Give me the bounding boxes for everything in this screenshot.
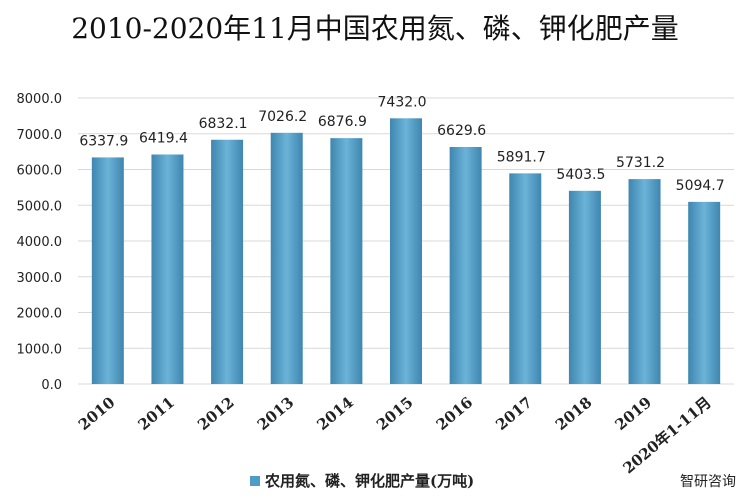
x-tick-label: 2018 xyxy=(552,393,596,434)
bar xyxy=(211,139,244,384)
y-tick-label: 8000.0 xyxy=(17,92,63,107)
bar xyxy=(449,146,482,384)
y-tick-label: 6000.0 xyxy=(17,164,63,179)
y-tick-label: 7000.0 xyxy=(17,128,63,143)
value-label: 6629.6 xyxy=(437,123,486,139)
value-label: 6419.4 xyxy=(139,131,188,147)
x-tick-label: 2011 xyxy=(134,393,178,434)
y-tick-label: 3000.0 xyxy=(17,271,63,286)
value-label: 5731.2 xyxy=(616,155,665,171)
y-tick-label: 1000.0 xyxy=(17,342,63,357)
watermark: 智研咨询 xyxy=(680,474,736,490)
x-tick-label: 2015 xyxy=(373,393,417,434)
bar xyxy=(628,179,661,384)
legend-swatch xyxy=(250,476,260,486)
bar xyxy=(390,118,422,384)
y-tick-label: 5000.0 xyxy=(17,199,63,214)
bar xyxy=(270,132,303,384)
bar xyxy=(568,190,601,384)
bar xyxy=(91,157,124,384)
x-tick-label: 2010 xyxy=(75,393,119,434)
value-label: 5403.5 xyxy=(556,167,605,183)
y-tick-label: 4000.0 xyxy=(17,235,63,250)
bar xyxy=(151,154,184,384)
value-label: 5094.7 xyxy=(676,178,725,194)
value-label: 5891.7 xyxy=(497,149,546,165)
value-label: 6337.9 xyxy=(79,133,128,149)
y-tick-label: 2000.0 xyxy=(17,307,63,322)
chart-title: 2010-2020年11月中国农用氮、磷、钾化肥产量 xyxy=(71,12,679,45)
y-tick-label: 0.0 xyxy=(41,378,62,393)
value-label: 6876.9 xyxy=(318,114,367,130)
x-tick-label: 2012 xyxy=(194,393,238,434)
value-label: 7026.2 xyxy=(258,109,307,125)
bar xyxy=(688,201,721,384)
value-label: 6832.1 xyxy=(199,116,248,132)
x-tick-label: 2013 xyxy=(254,393,298,434)
x-tick-label: 2019 xyxy=(612,393,656,434)
x-tick-label: 2014 xyxy=(313,393,357,434)
legend-label: 农用氮、磷、钾化肥产量(万吨) xyxy=(264,472,474,490)
value-label: 7432.0 xyxy=(378,94,427,110)
x-tick-label: 2016 xyxy=(433,393,477,434)
bar xyxy=(330,138,363,384)
x-tick-label: 2017 xyxy=(492,393,536,434)
bar xyxy=(509,173,542,384)
